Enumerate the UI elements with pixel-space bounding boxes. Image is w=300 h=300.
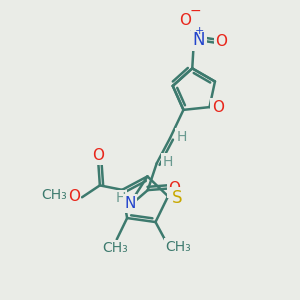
Text: H: H xyxy=(115,191,126,205)
Text: CH₃: CH₃ xyxy=(166,240,191,254)
Text: H: H xyxy=(163,155,173,169)
Text: O: O xyxy=(92,148,104,163)
Text: +: + xyxy=(195,26,204,36)
Text: O: O xyxy=(68,189,80,204)
Text: O: O xyxy=(212,100,224,115)
Text: −: − xyxy=(189,4,201,18)
Text: CH₃: CH₃ xyxy=(41,188,67,202)
Text: CH₃: CH₃ xyxy=(102,242,128,255)
Text: methyl: methyl xyxy=(63,194,68,195)
Text: N: N xyxy=(124,196,136,211)
Text: S: S xyxy=(172,189,182,207)
Text: O: O xyxy=(215,34,227,49)
Text: O: O xyxy=(169,181,181,196)
Text: H: H xyxy=(176,130,187,144)
Text: N: N xyxy=(193,31,205,49)
Text: O: O xyxy=(179,13,191,28)
